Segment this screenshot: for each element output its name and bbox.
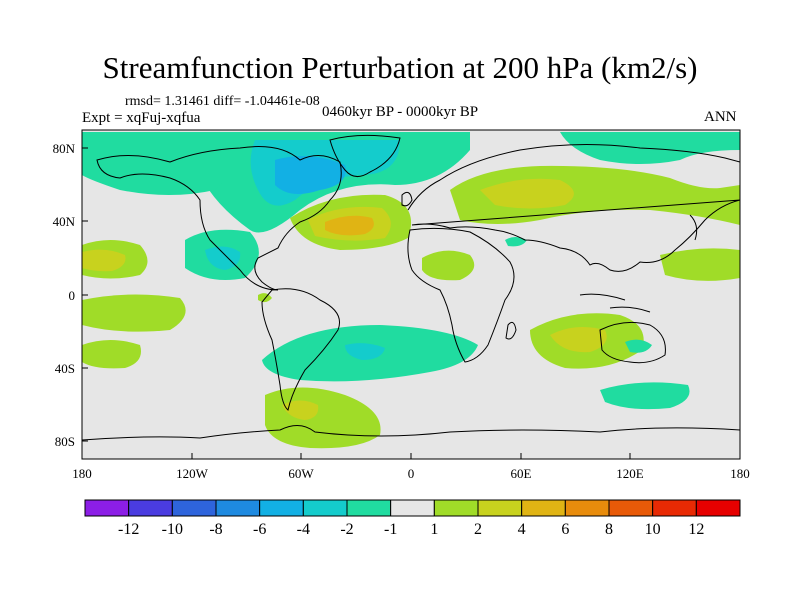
chart-title: Streamfunction Perturbation at 200 hPa (… — [102, 50, 698, 85]
colorbar-label: 12 — [688, 521, 704, 538]
colorbar-label: -6 — [253, 521, 266, 538]
contour-region-aus-negative — [625, 339, 652, 353]
colorbar-label: -12 — [118, 521, 139, 538]
coastlines — [82, 134, 740, 441]
y-tick-label: 80N — [53, 141, 76, 156]
y-tick-label: 40N — [53, 214, 76, 229]
y-tick-label: 80S — [55, 434, 75, 449]
colorbar-swatch — [171, 499, 217, 517]
contour-region-atlantic-positive-peak — [325, 215, 374, 236]
colorbar-labels: -12 -10 -8 -6 -4 -2 -1 1 2 4 6 8 10 12 — [118, 521, 704, 538]
contour-region-western-pacific-positive — [82, 294, 186, 332]
experiment-label: Expt = xqFuj-xqfua — [82, 110, 201, 126]
colorbar-swatch — [346, 499, 392, 517]
x-tick-label: 0 — [408, 466, 415, 481]
colorbar-swatch — [433, 499, 479, 517]
colorbar-label: 1 — [430, 521, 438, 538]
coastline-europe-asia — [407, 143, 740, 272]
stats-text: rmsd= 1.31461 diff= -1.04461e-08 — [125, 94, 320, 109]
contour-region-eastpac-north-positive — [660, 248, 740, 281]
coastline-south-america — [261, 288, 340, 411]
colorbar-swatch — [477, 499, 523, 517]
season-label: ANN — [704, 109, 737, 125]
contour-region-southern-ocean-core — [282, 400, 319, 420]
colorbar-label: -1 — [384, 521, 397, 538]
coastline-north-america — [96, 146, 342, 291]
contour-region-africa-positive — [422, 250, 475, 281]
contour-region-north-pacific-negative — [82, 132, 233, 195]
contour-region-indian-ocean-core — [550, 326, 607, 353]
coastline-indonesia — [579, 293, 651, 313]
x-tick-label: 120W — [176, 466, 209, 481]
period-label: 0460kyr BP - 0000kyr BP — [322, 104, 479, 120]
contour-region-canada-negative — [275, 156, 346, 194]
y-tick-label: 0 — [69, 288, 76, 303]
colorbar-swatch — [302, 499, 348, 517]
coastline-japan — [689, 214, 698, 241]
contour-region-pacific-tropical-core — [82, 249, 126, 272]
x-tick-label: 180 — [730, 466, 750, 481]
colorbar-swatch — [564, 499, 610, 517]
coastline-africa — [407, 227, 515, 363]
colorbar-label: 10 — [645, 521, 661, 538]
y-tick-labels: 80N 40N 0 40S 80S — [53, 141, 76, 449]
y-tick-label: 40S — [55, 361, 75, 376]
colorbar-swatch — [695, 499, 741, 517]
colorbar-label: 8 — [605, 521, 613, 538]
colorbar-swatch — [128, 499, 173, 517]
colorbar-label: -2 — [340, 521, 353, 538]
colorbar-label: -10 — [162, 521, 183, 538]
x-tick-label: 120E — [616, 466, 644, 481]
colorbar-label: 2 — [474, 521, 482, 538]
coastline-madagascar — [505, 321, 517, 340]
coastline-antarctica — [82, 425, 740, 441]
colorbar-swatch — [390, 499, 435, 517]
coastline-uk — [401, 191, 413, 207]
x-tick-label: 180 — [72, 466, 92, 481]
colorbar-label: 4 — [518, 521, 526, 538]
colorbar-swatch — [521, 499, 566, 517]
contour-region-central-pacific-core — [205, 246, 241, 270]
colorbar-swatch — [652, 499, 697, 517]
contour-region-eurasia-positive-core — [480, 178, 574, 209]
x-tick-label: 60W — [288, 466, 314, 481]
axis-ticks — [81, 147, 741, 459]
contour-region-amazon-positive — [258, 293, 272, 303]
colorbar — [84, 499, 741, 517]
contour-region-south-pacific-negative — [600, 382, 690, 410]
contour-region-south-atlantic-core — [345, 343, 385, 360]
coastline-greenland — [329, 134, 401, 177]
colorbar-swatch — [259, 499, 304, 517]
x-tick-label: 60E — [511, 466, 532, 481]
contour-region-mideast-negative — [505, 237, 527, 247]
colorbar-swatch — [215, 499, 261, 517]
colorbar-label: -8 — [209, 521, 222, 538]
colorbar-label: 6 — [561, 521, 569, 538]
colorbar-label: -4 — [297, 521, 310, 538]
contour-fields — [82, 132, 740, 449]
colorbar-swatch — [84, 499, 130, 517]
colorbar-swatch — [608, 499, 654, 517]
x-tick-labels: 180 120W 60W 0 60E 120E 180 — [72, 466, 750, 481]
contour-region-south-pacific-positive — [82, 340, 141, 369]
coastline-australia — [599, 321, 666, 364]
